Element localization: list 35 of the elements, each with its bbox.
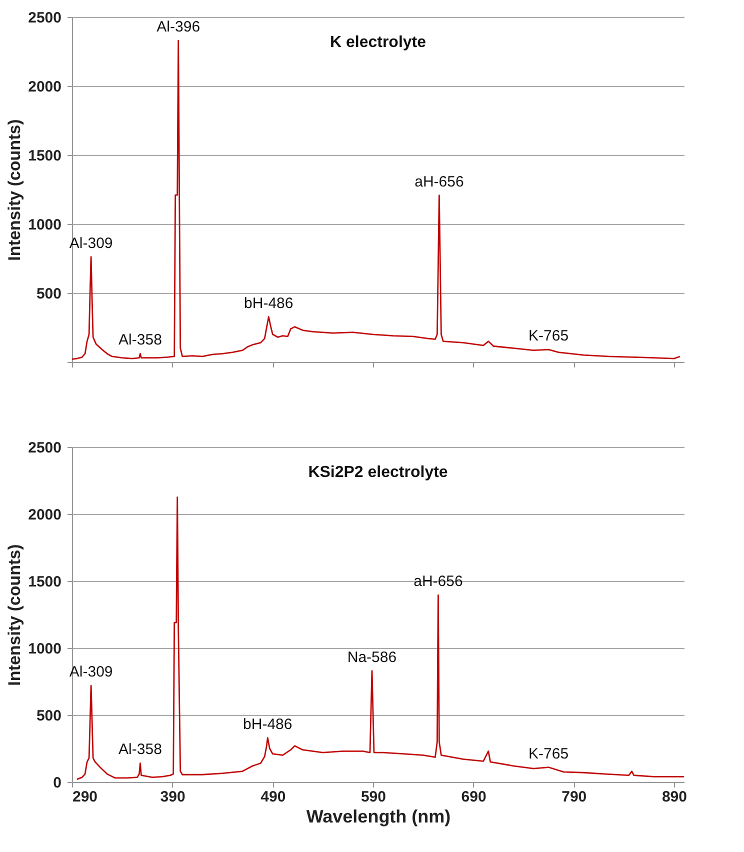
annotation: aH-656 xyxy=(414,573,463,590)
annotation: Al-358 xyxy=(118,741,162,758)
annotation: aH-656 xyxy=(414,173,464,190)
y-tick-label: 2500 xyxy=(28,10,62,26)
annotation: bH-486 xyxy=(243,716,292,733)
annotation: K-765 xyxy=(528,328,569,345)
annotation: Al-309 xyxy=(69,234,113,252)
y-tick-label: 2000 xyxy=(28,78,62,96)
y-tick-label: 1500 xyxy=(28,574,62,590)
y-tick-label: 1500 xyxy=(28,148,62,164)
x-tick-label: 290 xyxy=(72,788,98,806)
x-axis-title: Wavelength (nm) xyxy=(306,806,451,826)
y-tick-label: 2500 xyxy=(28,440,62,456)
y-tick-label: 500 xyxy=(36,708,62,724)
y-tick-label: 500 xyxy=(36,286,62,302)
annotation: Al-396 xyxy=(156,18,200,36)
annotation: Al-309 xyxy=(69,664,113,681)
x-tick-label: 590 xyxy=(360,788,386,806)
x-tick-label: 890 xyxy=(662,788,687,806)
x-tick-label: 690 xyxy=(461,788,486,806)
y-tick-label: 1000 xyxy=(28,640,62,658)
annotation: Al-358 xyxy=(118,332,162,349)
x-tick-label: 390 xyxy=(160,788,186,806)
y-tick-label: 2000 xyxy=(28,506,62,524)
x-tick-label: 790 xyxy=(562,788,587,806)
y-axis-title: Intensity (counts) xyxy=(5,119,24,261)
text: K electrolyte xyxy=(330,34,426,51)
x-tick-label: 490 xyxy=(260,788,286,806)
y-axis-title: Intensity (counts) xyxy=(5,544,24,686)
y-tick-label: 0 xyxy=(53,774,62,792)
y-tick-label: 1000 xyxy=(28,216,62,234)
annotation: K-765 xyxy=(528,745,569,762)
annotation: Na-586 xyxy=(347,648,397,666)
text: KSi2P2 electrolyte xyxy=(308,464,448,481)
annotation: bH-486 xyxy=(244,294,294,312)
